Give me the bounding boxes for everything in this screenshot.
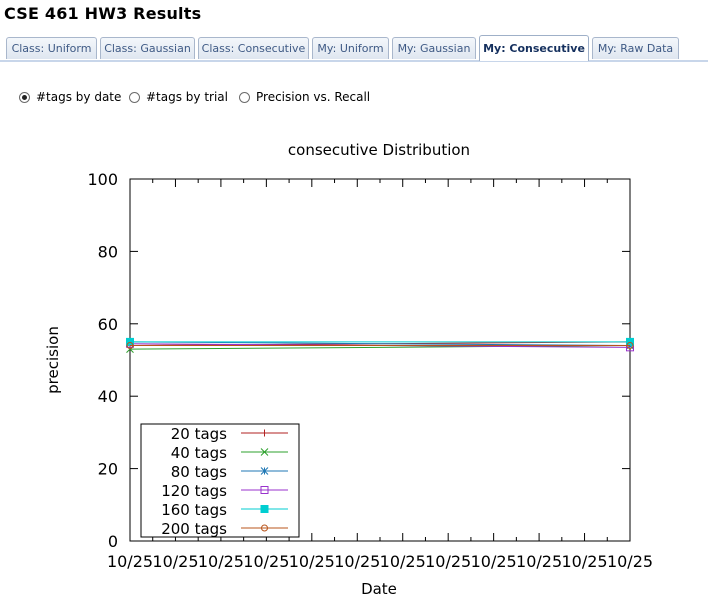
x-tick-label: 10/25 — [607, 552, 653, 571]
y-tick-label: 80 — [98, 242, 118, 261]
tab-my-gaussian[interactable]: My: Gaussian — [392, 37, 476, 59]
radio-unchecked-icon — [129, 91, 140, 103]
legend-label: 40 tags — [171, 444, 227, 462]
legend-marker — [261, 429, 268, 437]
x-tick-label: 10/25 — [152, 552, 198, 571]
y-tick-label: 100 — [87, 170, 118, 189]
legend-box — [140, 423, 300, 538]
y-tick-label: 60 — [98, 315, 118, 334]
page-title: CSE 461 HW3 Results — [4, 4, 202, 23]
radio-label: #tags by trial — [146, 90, 228, 104]
data-point — [626, 342, 634, 350]
legend-marker — [260, 467, 269, 475]
radio-checked-icon — [19, 91, 30, 103]
tab-bar-divider — [0, 60, 708, 62]
x-tick-label: 10/25 — [334, 552, 380, 571]
legend-marker — [260, 448, 269, 456]
legend-label: 20 tags — [171, 425, 227, 443]
radio-precision-vs-recall[interactable]: Precision vs. Recall — [239, 90, 370, 104]
y-tick-label: 40 — [98, 387, 118, 406]
legend-label: 200 tags — [161, 520, 227, 538]
legend-label: 120 tags — [161, 482, 227, 500]
legend-marker — [261, 524, 268, 532]
tab-class-consecutive[interactable]: Class: Consecutive — [198, 37, 309, 59]
x-tick-label: 10/25 — [561, 552, 607, 571]
legend-marker — [260, 486, 269, 494]
tab-class-uniform[interactable]: Class: Uniform — [6, 37, 97, 59]
x-tick-label: 10/25 — [516, 552, 562, 571]
radio-unchecked-icon — [239, 91, 250, 103]
view-mode-radio-group: #tags by date #tags by trial Precision v… — [0, 90, 708, 108]
series-line — [129, 345, 631, 350]
tab-my-raw-data[interactable]: My: Raw Data — [592, 37, 679, 59]
tab-class-gaussian[interactable]: Class: Gaussian — [100, 37, 195, 59]
y-tick-label: 0 — [108, 532, 118, 551]
tab-my-uniform[interactable]: My: Uniform — [312, 37, 389, 59]
x-tick-label: 10/25 — [380, 552, 426, 571]
x-tick-label: 10/25 — [289, 552, 335, 571]
series-line — [129, 341, 631, 347]
y-axis: 0 20 40 60 80 100 — [87, 170, 630, 551]
legend-label: 80 tags — [171, 463, 227, 481]
x-tick-label: 10/25 — [471, 552, 517, 571]
tab-my-consecutive[interactable]: My: Consecutive — [479, 35, 589, 61]
chart-title: consecutive Distribution — [288, 141, 470, 159]
y-axis-label: precision — [44, 326, 62, 394]
x-tick-label: 10/25 — [198, 552, 244, 571]
series-200-tags — [126, 342, 634, 350]
radio-tags-by-trial[interactable]: #tags by trial — [129, 90, 228, 104]
series-layer — [126, 337, 634, 353]
x-tick-label: 10/25 — [243, 552, 289, 571]
legend-label: 160 tags — [161, 501, 227, 519]
radio-label: Precision vs. Recall — [256, 90, 371, 104]
legend-marker — [260, 505, 269, 513]
radio-tags-by-date[interactable]: #tags by date — [19, 90, 121, 104]
y-tick-label: 20 — [98, 460, 118, 479]
x-tick-label: 10/25 — [107, 552, 153, 571]
x-axis-label: Date — [361, 580, 397, 598]
radio-label: #tags by date — [36, 90, 122, 104]
x-tick-label: 10/25 — [425, 552, 471, 571]
data-point — [126, 342, 134, 350]
tab-bar: Class: Uniform Class: Gaussian Class: Co… — [0, 35, 708, 62]
x-axis: 10/25 10/25 10/25 10/25 10/25 10/25 10/25 10/25… — [107, 179, 653, 571]
